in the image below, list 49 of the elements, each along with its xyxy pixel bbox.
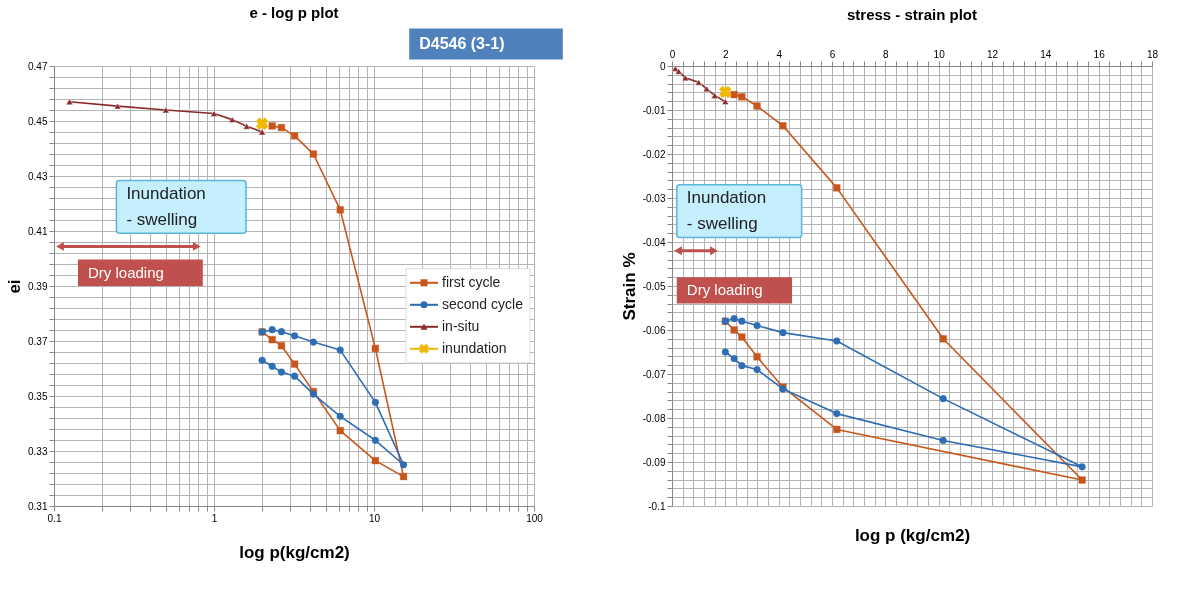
annotation: Inundation - swelling xyxy=(686,188,767,233)
legend-label: in-situ xyxy=(442,317,480,334)
x-tick-label: 14 xyxy=(1040,48,1052,60)
x-axis-title: log p(kg/cm2) xyxy=(239,542,350,562)
legend-label: inundation xyxy=(442,339,507,356)
x-axis-title: log p (kg/cm2) xyxy=(854,525,971,545)
y-tick-label: 0.41 xyxy=(28,225,48,237)
x-tick-label: 12 xyxy=(986,48,999,60)
x-tick-label: 1 xyxy=(211,512,218,524)
annotation: Dry loading xyxy=(686,281,763,299)
x-tick-label: 0.1 xyxy=(47,512,62,524)
y-tick-label: 0.33 xyxy=(28,445,48,457)
y-tick-label: 0 xyxy=(659,60,666,72)
y-tick-label: -0.05 xyxy=(642,280,666,292)
x-tick-label: 18 xyxy=(1146,48,1159,60)
y-tick-label: -0.04 xyxy=(642,236,666,248)
legend-label: first cycle xyxy=(442,273,501,290)
y-axis-title: ei xyxy=(5,279,25,294)
x-tick-label: 6 xyxy=(829,48,836,60)
annotation: Dry loading xyxy=(88,263,164,281)
x-tick-label: 16 xyxy=(1093,48,1106,60)
chart-title: stress - strain plot xyxy=(846,6,978,23)
x-tick-label: 10 xyxy=(933,48,946,60)
x-tick-label: 100 xyxy=(526,512,544,524)
y-tick-label: -0.09 xyxy=(642,456,666,468)
y-axis-title: Strain % xyxy=(619,252,639,321)
x-tick-label: 2 xyxy=(723,48,730,60)
y-tick-label: 0.37 xyxy=(28,335,48,347)
y-tick-label: 0.35 xyxy=(28,390,48,402)
y-tick-label: 0.39 xyxy=(28,280,48,292)
y-tick-label: 0.47 xyxy=(28,60,48,72)
x-tick-label: 4 xyxy=(776,48,783,60)
y-tick-label: -0.02 xyxy=(642,148,666,160)
x-tick-label: 8 xyxy=(883,48,890,60)
y-tick-label: -0.03 xyxy=(642,192,666,204)
y-tick-label: -0.1 xyxy=(648,500,666,512)
y-tick-label: 0.45 xyxy=(28,115,48,127)
y-tick-label: 0.31 xyxy=(28,500,48,512)
x-tick-label: 0 xyxy=(669,48,676,60)
chart-title: e - log p plot xyxy=(249,3,339,21)
annotation: Inundation - swelling xyxy=(126,184,206,229)
legend-label: second cycle xyxy=(442,295,524,312)
y-tick-label: -0.08 xyxy=(642,412,666,424)
x-tick-label: 10 xyxy=(368,512,381,524)
y-tick-label: 0.43 xyxy=(28,170,48,182)
y-tick-label: -0.06 xyxy=(642,324,666,336)
text: D4546 (3-1) xyxy=(419,35,505,52)
y-tick-label: -0.07 xyxy=(642,368,666,380)
y-tick-label: -0.01 xyxy=(642,104,666,116)
